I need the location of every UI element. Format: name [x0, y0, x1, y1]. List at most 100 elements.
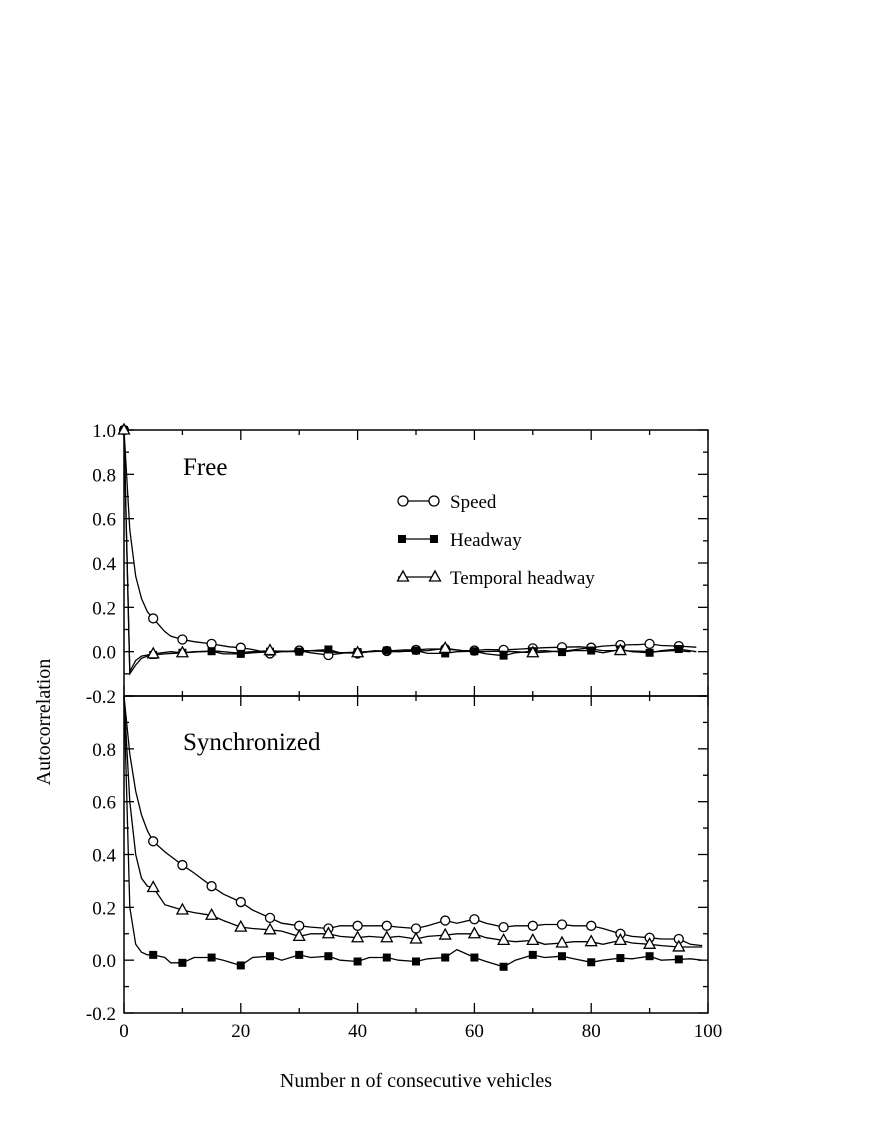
x-tick-label: 100 — [694, 1021, 723, 1042]
legend-item-temporal-headway: Temporal headway — [396, 568, 595, 589]
data-point-speed — [235, 896, 246, 908]
y-tick-label: 0.4 — [92, 846, 116, 867]
legend-label-speed: Speed — [450, 492, 497, 513]
data-point-speed — [644, 638, 655, 650]
data-point-headway — [587, 958, 596, 967]
data-point-temporal-headway — [613, 643, 627, 656]
data-point-temporal-headway — [351, 930, 365, 943]
data-point-temporal-headway — [584, 934, 598, 947]
data-point-speed — [556, 919, 568, 930]
data-point-headway — [178, 958, 187, 967]
bottom-panel-title: Synchronized — [183, 729, 321, 756]
data-point-temporal-headway — [643, 936, 657, 949]
legend-marker-temporal-headway — [428, 569, 442, 582]
data-point-headway — [558, 952, 566, 961]
legend-marker-headway — [430, 535, 438, 543]
data-point-temporal-headway — [234, 919, 248, 932]
legend-item-speed: Speed — [397, 492, 497, 513]
top-panel-title: Free — [183, 454, 227, 481]
y-tick-label: 0.2 — [92, 598, 116, 619]
legend-marker-speed — [397, 495, 409, 507]
data-point-temporal-headway — [409, 931, 423, 944]
data-point-headway — [295, 950, 304, 959]
series-layer — [117, 422, 703, 971]
x-tick-label: 20 — [231, 1021, 250, 1042]
data-point-headway — [587, 646, 596, 655]
data-point-temporal-headway — [438, 927, 452, 940]
data-point-speed — [352, 920, 363, 931]
data-point-temporal-headway — [205, 907, 219, 920]
data-point-temporal-headway — [146, 880, 160, 893]
y-tick-label: 0.6 — [92, 793, 116, 814]
data-point-headway — [324, 645, 333, 654]
legend-label-temporal-headway: Temporal headway — [450, 568, 595, 589]
data-point-headway — [616, 954, 625, 963]
data-point-temporal-headway — [497, 933, 511, 946]
data-point-temporal-headway — [175, 645, 189, 658]
data-point-speed — [264, 912, 276, 924]
y-tick-label: 0.8 — [92, 740, 116, 761]
data-point-temporal-headway — [380, 930, 394, 943]
data-point-headway — [207, 953, 216, 962]
data-point-headway — [266, 952, 274, 961]
data-point-headway — [382, 953, 391, 962]
y-tick-label: 0.0 — [92, 951, 116, 972]
data-point-temporal-headway — [467, 926, 481, 939]
data-point-speed — [148, 613, 159, 624]
data-point-speed — [498, 921, 509, 933]
tick-labels: -0.2 0.0 0.2 0.4 0.6 0.8 1.0 -0.2 0.0 0.2 0.4 0.6 0.… — [86, 421, 722, 1042]
data-point-speed — [381, 920, 392, 931]
legend: Speed Headway Temporal headway — [396, 492, 595, 589]
x-tick-label: 60 — [465, 1021, 484, 1042]
data-point-temporal-headway — [526, 645, 540, 658]
data-point-headway — [149, 950, 158, 959]
data-point-headway — [470, 953, 479, 962]
y-axis-title: Autocorrelation — [33, 659, 55, 786]
data-point-headway — [499, 651, 508, 660]
y-tick-label: 0.4 — [92, 554, 116, 575]
data-point-speed — [177, 634, 188, 645]
data-point-temporal-headway — [321, 926, 335, 939]
legend-item-headway: Headway — [398, 530, 522, 551]
data-point-temporal-headway — [438, 640, 452, 653]
data-point-temporal-headway — [146, 646, 160, 659]
data-point-headway — [382, 646, 391, 655]
data-point-headway — [441, 649, 450, 658]
data-point-headway — [558, 648, 566, 657]
y-tick-label: 0.8 — [92, 465, 116, 486]
data-point-speed — [469, 914, 480, 925]
data-point-speed — [177, 859, 188, 871]
legend-marker-speed — [428, 495, 440, 507]
data-point-temporal-headway — [263, 922, 277, 935]
series-temporal-headway — [123, 695, 703, 952]
legend-marker-temporal-headway — [396, 569, 410, 582]
y-tick-label: 0.2 — [92, 898, 116, 919]
data-point-speed — [440, 915, 451, 926]
data-point-temporal-headway — [526, 933, 540, 946]
data-point-headway — [528, 950, 537, 959]
x-tick-label: 80 — [582, 1021, 601, 1042]
data-point-headway — [499, 962, 508, 971]
data-point-headway — [645, 648, 654, 657]
data-point-temporal-headway — [292, 929, 306, 942]
data-point-speed — [527, 920, 538, 931]
data-point-headway — [674, 955, 683, 964]
data-point-headway — [236, 649, 245, 658]
y-tick-label: 0.0 — [92, 643, 116, 664]
y-tick-label: 1.0 — [92, 421, 116, 442]
data-point-temporal-headway — [175, 902, 189, 915]
data-point-headway — [412, 957, 420, 966]
x-tick-label: 40 — [348, 1021, 367, 1042]
data-point-temporal-headway — [351, 645, 365, 658]
data-point-temporal-headway — [672, 939, 686, 952]
data-point-temporal-headway — [117, 422, 131, 435]
data-point-speed — [586, 920, 597, 931]
data-point-speed — [148, 836, 159, 847]
data-point-headway — [295, 647, 304, 656]
series-headway — [123, 695, 703, 971]
legend-label-headway: Headway — [450, 530, 522, 551]
data-point-headway — [645, 952, 654, 961]
x-tick-label: 0 — [119, 1021, 129, 1042]
y-tick-label: -0.2 — [86, 687, 116, 708]
